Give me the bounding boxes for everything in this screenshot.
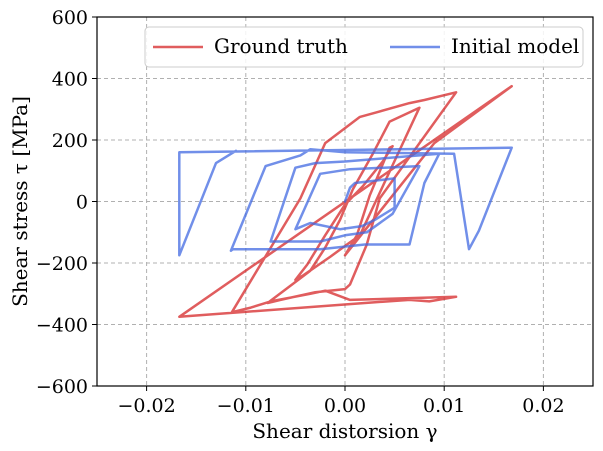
x-tick-label: 0.01 [423,395,465,417]
y-tick-label: 400 [52,69,88,91]
y-tick-label: −200 [36,253,88,275]
legend-label-initial-model: Initial model [451,34,579,58]
x-tick-label: 0.00 [324,395,366,417]
x-tick-label: −0.02 [117,395,175,417]
x-tick-label: 0.02 [522,395,564,417]
legend-label-ground-truth: Ground truth [214,34,348,58]
y-tick-label: −600 [36,376,88,398]
x-axis-label: Shear distorsion γ [252,419,437,443]
y-tick-label: 200 [52,130,88,152]
y-tick-label: 0 [76,192,88,214]
legend-box [144,26,584,68]
series-line-initial-model [178,146,513,257]
y-axis-label: Shear stress τ [MPa] [8,96,32,307]
y-tick-label: −400 [36,315,88,337]
y-tick-label: 600 [52,7,88,29]
series-layer [178,84,513,319]
x-tick-label: −0.01 [217,395,275,417]
legend: Ground truth Initial model [144,26,584,68]
axis-ticks: −0.02 −0.01 0.00 0.01 0.02 −600 −400 −200 0 200 40… [36,7,565,417]
